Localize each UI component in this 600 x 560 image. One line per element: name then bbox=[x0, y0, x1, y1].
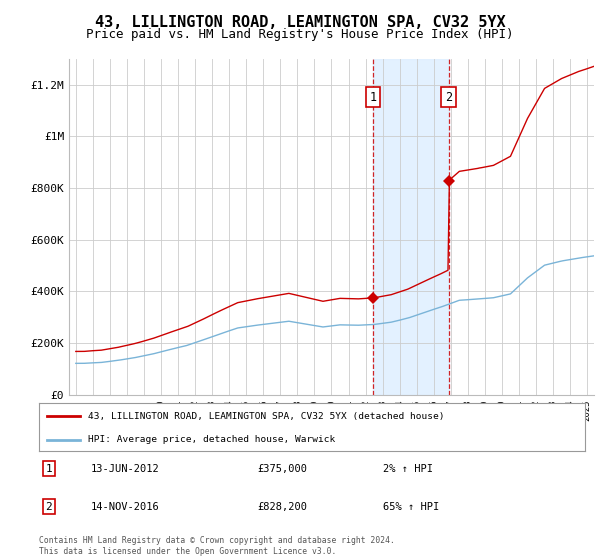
Text: 13-JUN-2012: 13-JUN-2012 bbox=[91, 464, 160, 474]
Text: 14-NOV-2016: 14-NOV-2016 bbox=[91, 502, 160, 511]
Text: 1: 1 bbox=[46, 464, 52, 474]
Text: 1: 1 bbox=[370, 91, 377, 104]
Text: 43, LILLINGTON ROAD, LEAMINGTON SPA, CV32 5YX (detached house): 43, LILLINGTON ROAD, LEAMINGTON SPA, CV3… bbox=[88, 412, 445, 421]
Text: £828,200: £828,200 bbox=[257, 502, 307, 511]
Text: Price paid vs. HM Land Registry's House Price Index (HPI): Price paid vs. HM Land Registry's House … bbox=[86, 28, 514, 41]
Text: HPI: Average price, detached house, Warwick: HPI: Average price, detached house, Warw… bbox=[88, 435, 335, 444]
Text: Contains HM Land Registry data © Crown copyright and database right 2024.
This d: Contains HM Land Registry data © Crown c… bbox=[39, 536, 395, 556]
Text: 2: 2 bbox=[445, 91, 452, 104]
Bar bbox=[373, 59, 449, 395]
Text: 2% ↑ HPI: 2% ↑ HPI bbox=[383, 464, 433, 474]
Text: £375,000: £375,000 bbox=[257, 464, 307, 474]
Text: 43, LILLINGTON ROAD, LEAMINGTON SPA, CV32 5YX: 43, LILLINGTON ROAD, LEAMINGTON SPA, CV3… bbox=[95, 15, 505, 30]
Text: 65% ↑ HPI: 65% ↑ HPI bbox=[383, 502, 439, 511]
Text: 2: 2 bbox=[46, 502, 52, 511]
